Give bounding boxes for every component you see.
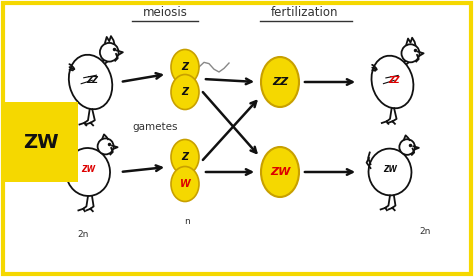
Text: W: W [180, 179, 191, 189]
Ellipse shape [171, 166, 199, 201]
Ellipse shape [100, 43, 118, 61]
Ellipse shape [171, 75, 199, 109]
Text: ZW: ZW [270, 167, 290, 177]
Text: ZW: ZW [81, 165, 95, 174]
Text: 2n: 2n [77, 230, 89, 239]
Text: ZW: ZW [383, 165, 397, 174]
Text: gametes: gametes [132, 122, 178, 132]
Ellipse shape [400, 139, 415, 155]
Ellipse shape [171, 140, 199, 175]
Ellipse shape [261, 147, 299, 197]
Text: ZZ: ZZ [272, 77, 288, 87]
Text: ZZ: ZZ [86, 76, 98, 85]
Text: ZW: ZW [23, 132, 59, 152]
FancyBboxPatch shape [3, 102, 78, 182]
Ellipse shape [66, 148, 110, 196]
Text: Z: Z [182, 152, 189, 162]
Ellipse shape [372, 56, 413, 108]
Ellipse shape [401, 44, 419, 62]
Ellipse shape [171, 50, 199, 84]
Ellipse shape [261, 57, 299, 107]
Text: n: n [184, 217, 190, 226]
Text: ZZ: ZZ [388, 76, 400, 85]
Text: Z: Z [182, 62, 189, 72]
Text: 2n: 2n [419, 227, 431, 236]
Ellipse shape [98, 138, 114, 154]
Text: Z: Z [182, 87, 189, 97]
Text: meiosis: meiosis [143, 6, 187, 19]
Ellipse shape [69, 55, 112, 109]
Ellipse shape [368, 149, 411, 195]
Text: fertilization: fertilization [271, 6, 339, 19]
